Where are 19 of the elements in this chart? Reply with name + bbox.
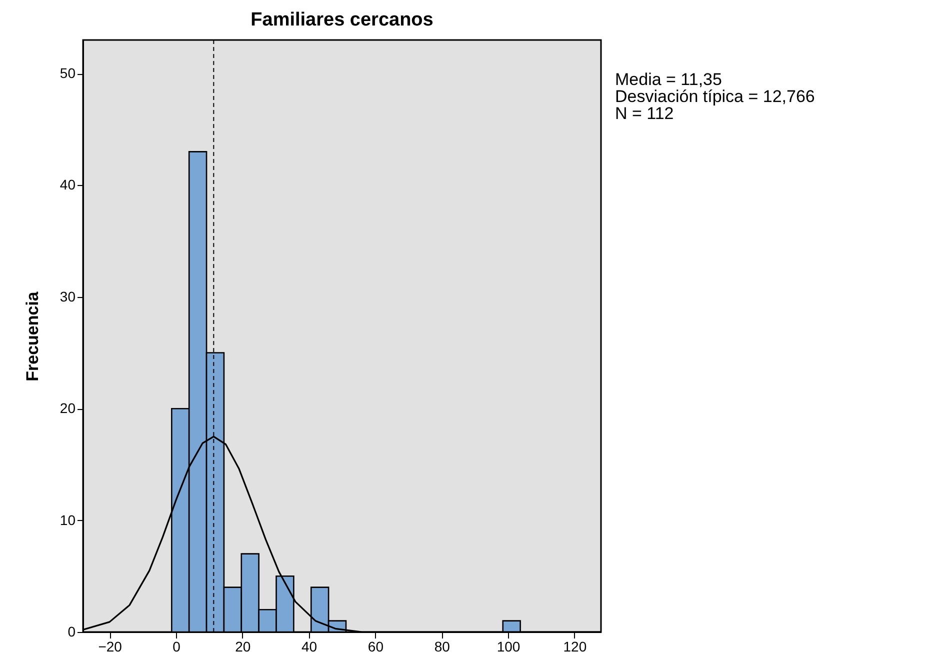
x-tick-label: 80 bbox=[434, 638, 450, 654]
x-tick-label: 100 bbox=[496, 638, 520, 654]
x-tick-label: 60 bbox=[368, 638, 384, 654]
x-tick-label: −20 bbox=[98, 638, 122, 654]
y-tick-label: 50 bbox=[60, 65, 76, 82]
y-tick-label: 30 bbox=[60, 288, 76, 304]
x-tick-label: 40 bbox=[302, 638, 318, 654]
chart-title: Familiares cercanos bbox=[250, 10, 434, 30]
text: N = 112 bbox=[615, 104, 674, 123]
y-tick-label: 20 bbox=[60, 400, 76, 416]
y-tick-label: 40 bbox=[60, 176, 76, 193]
x-tick-label: 120 bbox=[563, 638, 587, 654]
x-tick-label: 0 bbox=[172, 638, 181, 654]
y-tick-label: 10 bbox=[60, 512, 76, 528]
y-axis-title: Frecuencia bbox=[22, 291, 42, 382]
y-tick-label: 0 bbox=[68, 624, 76, 640]
text: Desviación típica = 12,766 bbox=[615, 87, 815, 106]
x-tick-label: 20 bbox=[235, 638, 251, 654]
text: Media = 11,35 bbox=[615, 70, 722, 89]
